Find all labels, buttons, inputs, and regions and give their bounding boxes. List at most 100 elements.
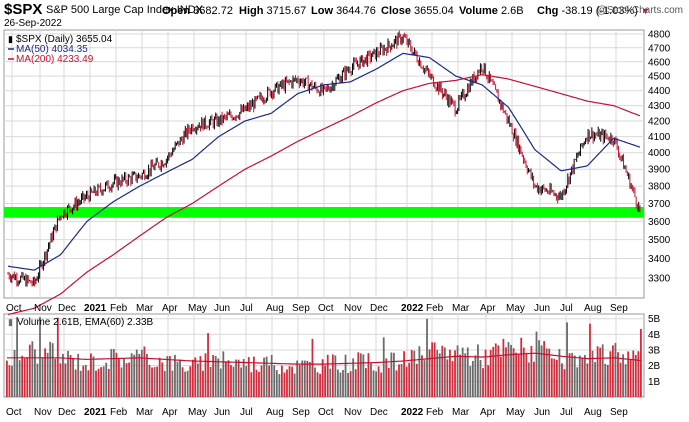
volume-bar [400, 364, 403, 397]
volume-bar [408, 362, 411, 397]
volume-bar [79, 370, 82, 397]
volume-bar [471, 360, 474, 397]
volume-bar [520, 337, 523, 397]
volume-bar [125, 363, 128, 397]
volume-bar [293, 373, 296, 397]
volume-bar [260, 365, 263, 397]
volume-bar [324, 365, 327, 397]
ma200-line [7, 74, 641, 316]
volume-bar [245, 366, 248, 397]
volume-x-tick-label: Sep [610, 407, 628, 418]
price-y-tick-label: 3300 [648, 273, 671, 284]
company-name: S&P 500 Large Cap Index INDX [46, 4, 203, 16]
volume-bar [100, 367, 103, 397]
volume-bar [543, 341, 546, 397]
volume-bar [184, 371, 187, 397]
volume-bar [527, 362, 530, 397]
volume-bar [334, 355, 337, 397]
volume-bar [133, 354, 136, 397]
volume-bar [370, 362, 372, 397]
volume-bar [436, 349, 439, 397]
volume-x-tick-label: Feb [426, 407, 444, 418]
volume-bar [586, 363, 589, 397]
volume-bar [115, 352, 118, 397]
price-x-tick-label: Oct [318, 303, 334, 314]
volume-bar [535, 331, 538, 397]
volume-bar [6, 360, 8, 397]
volume-bar [337, 369, 339, 397]
volume-x-tick-label: Feb [110, 407, 128, 418]
volume-readout: Volume 2.6B [459, 5, 524, 17]
volume-bar [331, 354, 334, 397]
volume-bar [232, 366, 235, 397]
volume-bar [573, 355, 576, 397]
price-y-tick-label: 4300 [648, 101, 671, 112]
volume-bar [212, 355, 215, 397]
volume-bar [387, 367, 390, 397]
volume-x-tick-label: Jun [534, 407, 550, 418]
volume-bar [105, 362, 108, 397]
volume-bar [314, 367, 316, 397]
volume-bar [365, 368, 367, 397]
volume-bar [44, 348, 46, 397]
volume-bar [120, 367, 123, 397]
volume-bar [622, 354, 624, 397]
change-value: -38.19 (-1.03%) [561, 5, 638, 17]
price-y-tick-label: 4600 [648, 57, 671, 68]
volume-bar [538, 340, 540, 397]
volume-x-tick-label: Jun [214, 407, 230, 418]
volume-bar [484, 349, 487, 397]
volume-bar [451, 360, 454, 397]
volume-bar [67, 350, 69, 397]
price-y-tick-label: 4700 [648, 43, 671, 54]
volume-x-tick-label: Apr [162, 407, 178, 418]
volume-bar [199, 356, 202, 397]
support-band [4, 207, 644, 218]
price-x-tick-label: Jul [240, 303, 253, 314]
volume-x-tick-label: 2022 [401, 407, 424, 418]
volume-bar [382, 337, 385, 397]
volume-bar [375, 371, 377, 397]
volume-bar [637, 351, 640, 397]
volume-bar [87, 370, 90, 397]
volume-x-tick-label: Oct [6, 407, 22, 418]
volume-bar [561, 363, 563, 397]
volume-bar [102, 366, 105, 397]
volume-bar [578, 355, 581, 397]
price-x-tick-label: Jun [214, 303, 230, 314]
volume-bar [517, 353, 520, 397]
volume-bar [589, 323, 591, 397]
volume-bar [319, 374, 321, 397]
volume-bar [204, 353, 207, 397]
price-x-tick-label: 2021 [84, 303, 107, 314]
volume-x-tick-label: 2021 [84, 407, 107, 418]
volume-bar [156, 366, 159, 397]
volume-bar [477, 344, 479, 397]
price-x-tick-label: Dec [58, 303, 76, 314]
volume-bar [26, 357, 29, 397]
volume-bar [16, 317, 18, 397]
volume-bar [479, 360, 482, 397]
volume-bar [385, 358, 388, 397]
volume-bar [454, 350, 456, 397]
price-x-tick-label: Sep [610, 303, 628, 314]
volume-bar [138, 353, 141, 397]
volume-bar [349, 371, 352, 397]
volume-bar [143, 346, 146, 397]
volume-bar [576, 367, 579, 397]
volume-bar [390, 352, 393, 397]
volume-bar [311, 338, 314, 397]
volume-bar [339, 372, 342, 397]
volume-bar [499, 356, 502, 397]
volume-bar [130, 353, 133, 397]
volume-bar [372, 370, 375, 397]
symbol-title: $SPX [4, 1, 43, 18]
volume-x-tick-label: May [188, 407, 207, 418]
volume-bar [494, 343, 497, 397]
volume-bar [296, 360, 299, 397]
volume-bar [268, 365, 271, 397]
volume-bar [59, 363, 62, 397]
price-x-tick-label: May [506, 303, 525, 314]
volume-bar [118, 358, 120, 397]
